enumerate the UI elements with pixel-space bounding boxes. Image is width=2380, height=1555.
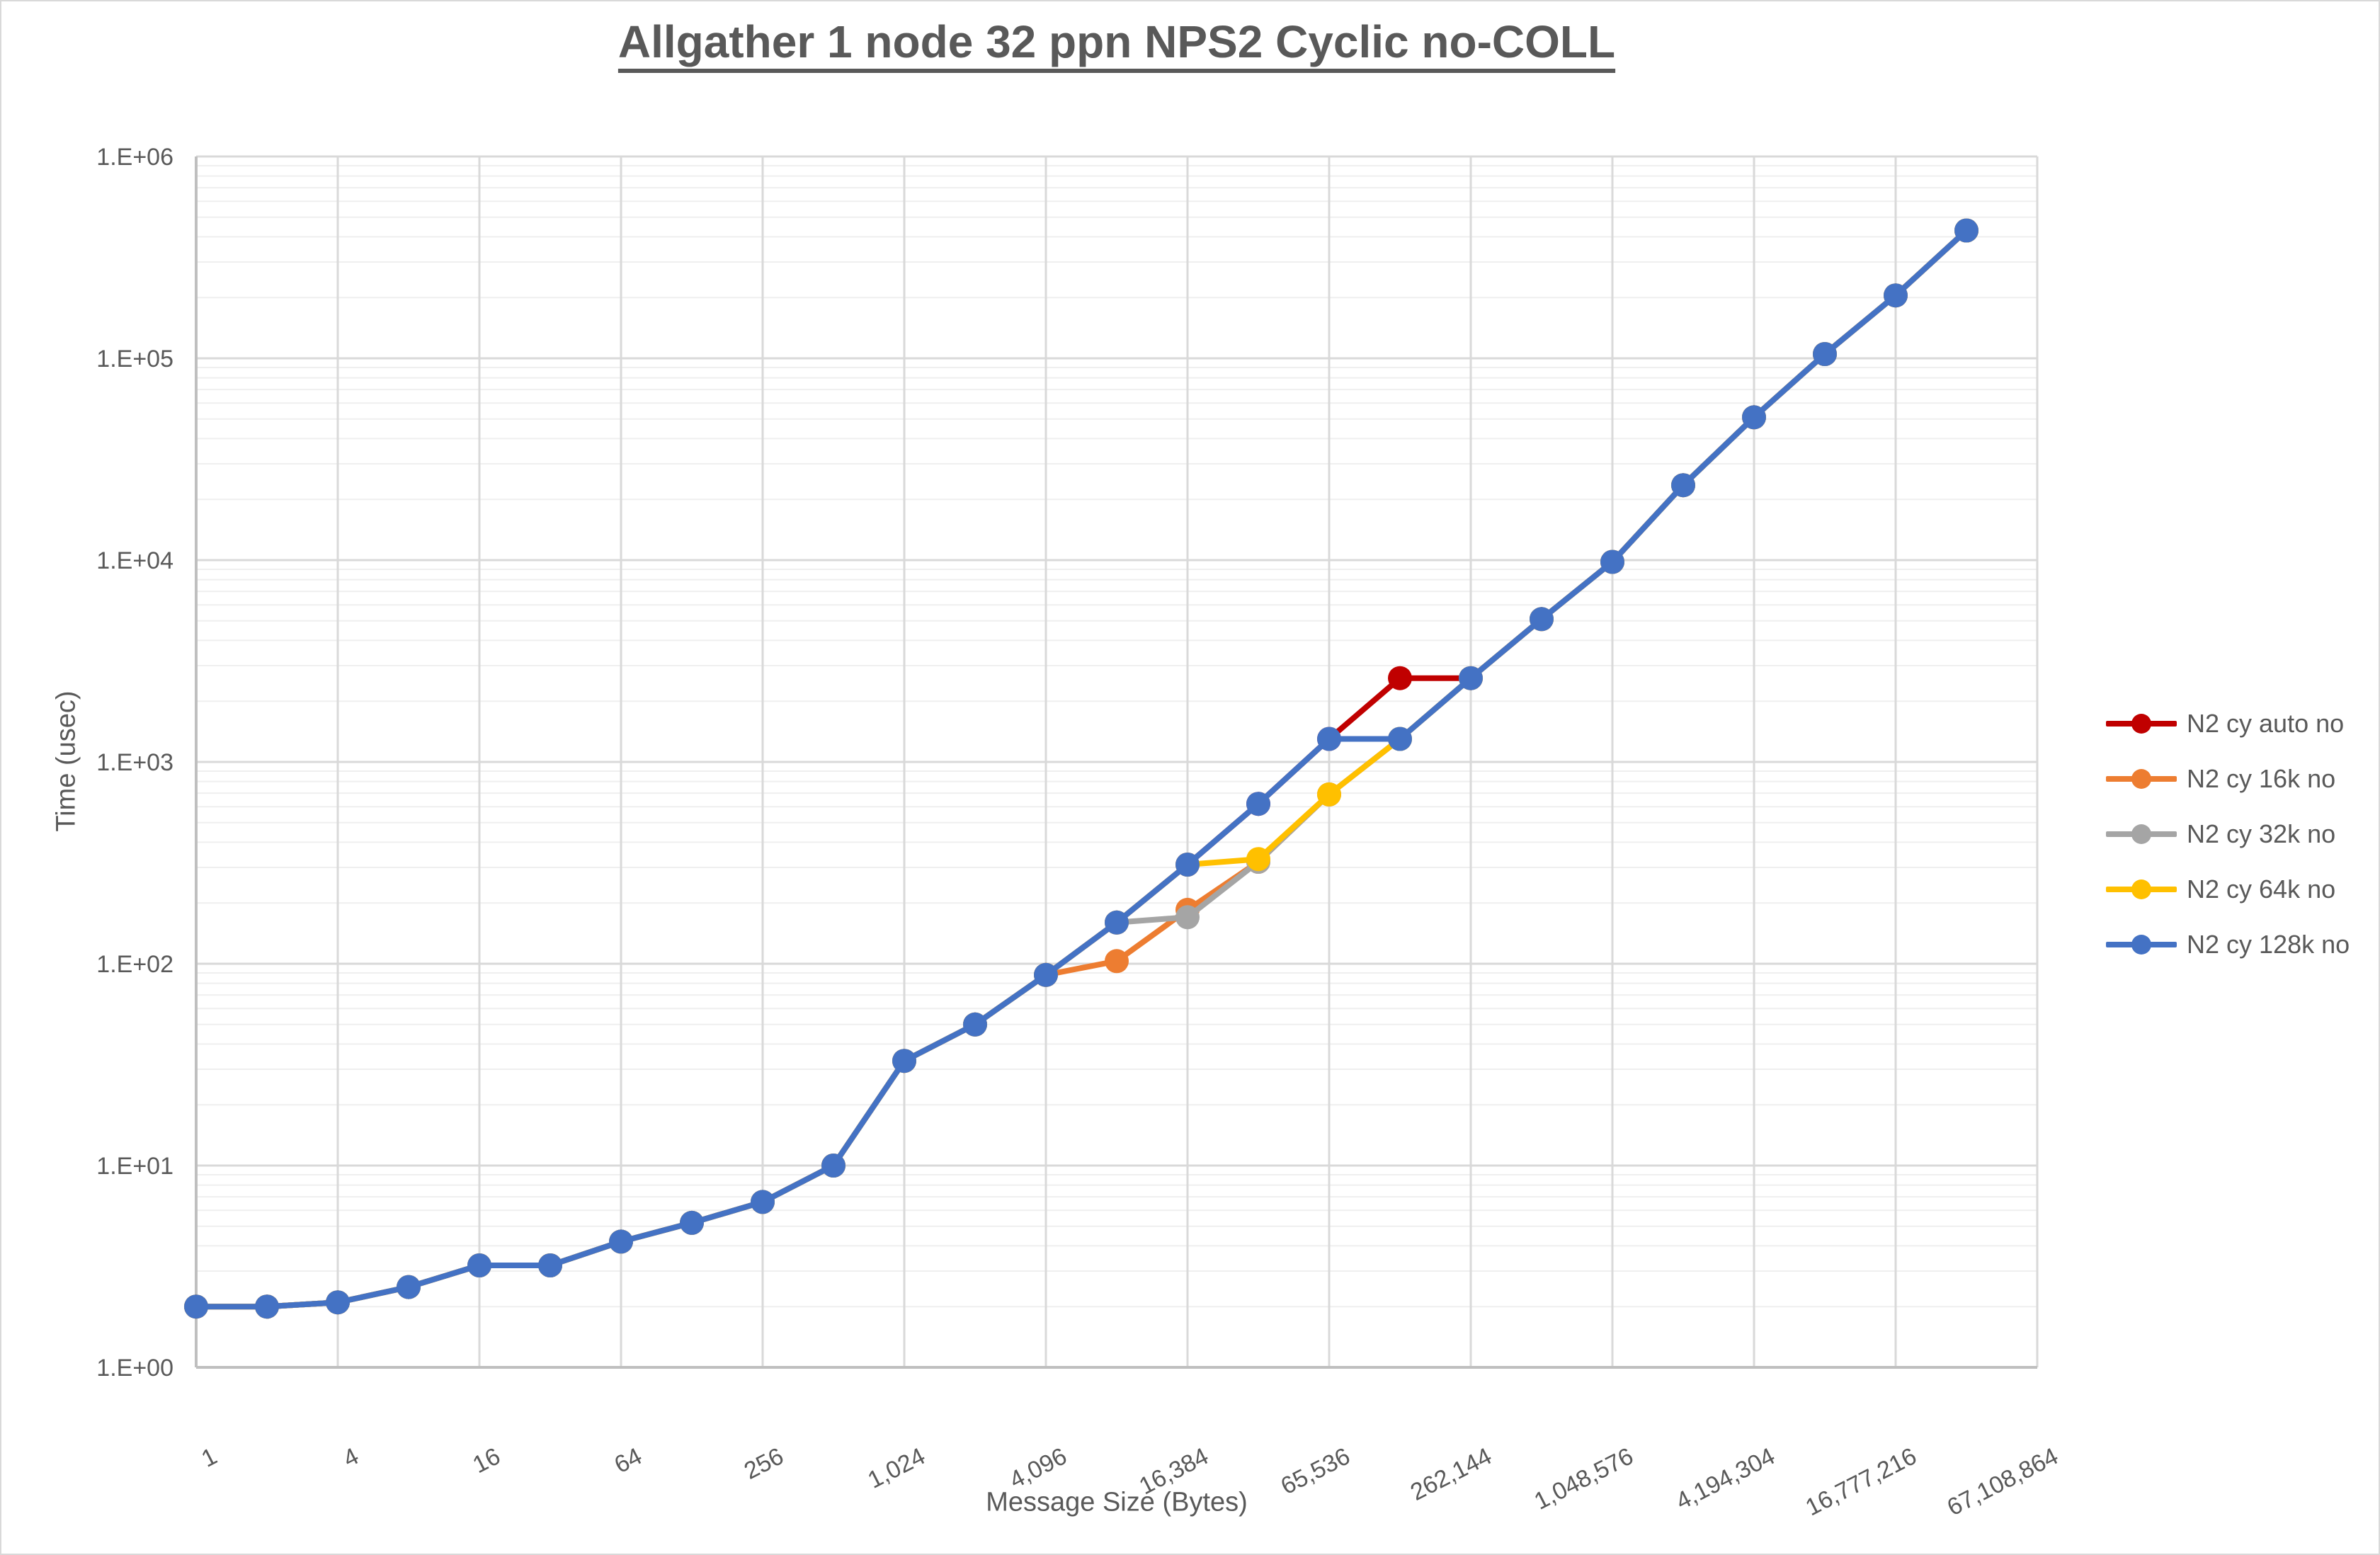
- x-tick-label: 4,194,304: [1672, 1442, 1780, 1515]
- data-point-marker: [467, 1253, 491, 1277]
- data-point-marker: [1246, 847, 1270, 872]
- x-tick-label: 4,096: [1006, 1442, 1071, 1493]
- legend-item-n2-cy-64k-no: N2 cy 64k no: [2106, 872, 2335, 906]
- legend-dot-sample: [2131, 935, 2151, 955]
- x-tick-label: 1,048,576: [1530, 1442, 1638, 1515]
- legend-label: N2 cy auto no: [2187, 709, 2345, 738]
- series-n2-cy-auto-no: [184, 218, 1978, 1319]
- data-point-marker: [184, 1294, 208, 1319]
- x-tick-label: 64: [610, 1442, 647, 1479]
- y-tick-labels: 1.E+00 1.E+01 1.E+02 1.E+03 1.E+04 1.E+05 1.E+…: [96, 144, 173, 1382]
- series-markers-n2-cy-64k-no: [184, 218, 1978, 1319]
- series-markers-n2-cy-128k-no: [184, 218, 1978, 1319]
- x-tick-label: 65,536: [1277, 1442, 1355, 1500]
- series-n2-cy-64k-no: [184, 218, 1978, 1319]
- data-point-marker: [1530, 607, 1554, 632]
- legend-label: N2 cy 16k no: [2187, 764, 2336, 793]
- y-tick-label: 1.E+06: [96, 144, 173, 171]
- legend-dot-sample: [2131, 824, 2151, 844]
- legend-item-n2-cy-32k-no: N2 cy 32k no: [2106, 817, 2335, 851]
- series-markers-n2-cy-16k-no: [184, 218, 1978, 1319]
- x-gridlines-major: [195, 156, 2039, 1367]
- data-point-marker: [1317, 782, 1341, 807]
- data-point-marker: [751, 1190, 775, 1214]
- data-point-marker: [1954, 218, 1978, 243]
- x-tick-label: 67,108,864: [1943, 1442, 2063, 1521]
- data-point-marker: [1600, 549, 1624, 574]
- legend-dot-sample: [2131, 769, 2151, 789]
- data-point-marker: [538, 1253, 562, 1277]
- legend-item-n2-cy-128k-no: N2 cy 128k no: [2106, 928, 2350, 962]
- x-tick-label: 1,024: [864, 1442, 930, 1493]
- data-point-marker: [1105, 949, 1129, 974]
- data-point-marker: [609, 1229, 633, 1254]
- data-point-marker: [1884, 283, 1908, 308]
- series-markers-n2-cy-32k-no: [184, 218, 1978, 1319]
- data-point-marker: [326, 1290, 350, 1315]
- series-line-n2-cy-128k-no: [193, 227, 1969, 1310]
- data-point-marker: [1246, 792, 1270, 816]
- y-tick-label: 1.E+00: [96, 1355, 173, 1382]
- data-point-marker: [1175, 905, 1200, 930]
- x-tick-label: 256: [740, 1442, 788, 1485]
- data-point-marker: [1317, 727, 1341, 751]
- data-point-marker: [680, 1210, 704, 1235]
- legend-marker-n2-cy-16k-no: [2106, 762, 2177, 796]
- data-point-marker: [821, 1154, 845, 1178]
- series-line-n2-cy-auto-no: [193, 227, 1969, 1310]
- y-tick-label: 1.E+04: [96, 547, 173, 574]
- x-axis-title: Message Size (Bytes): [986, 1487, 1248, 1517]
- x-tick-label: 4: [339, 1442, 363, 1472]
- y-tick-label: 1.E+05: [96, 346, 173, 372]
- data-point-marker: [1742, 405, 1766, 430]
- data-point-marker: [892, 1049, 916, 1073]
- series-markers-n2-cy-auto-no: [184, 218, 1978, 1319]
- data-point-marker: [1105, 910, 1129, 935]
- data-point-marker: [1034, 962, 1058, 987]
- legend-label: N2 cy 128k no: [2187, 930, 2350, 959]
- legend-dot-sample: [2131, 714, 2151, 734]
- data-point-marker: [1388, 666, 1412, 690]
- data-point-marker: [255, 1294, 279, 1319]
- data-point-marker: [397, 1275, 421, 1299]
- axis-lines: [195, 156, 2037, 1369]
- legend-marker-n2-cy-auto-no: [2106, 707, 2177, 741]
- series-line-n2-cy-32k-no: [193, 227, 1969, 1310]
- legend-marker-n2-cy-128k-no: [2106, 928, 2177, 962]
- legend-label: N2 cy 64k no: [2187, 875, 2336, 904]
- y-tick-label: 1.E+02: [96, 951, 173, 978]
- y-tick-label: 1.E+01: [96, 1153, 173, 1180]
- y-gridlines-minor: [196, 165, 2037, 1308]
- legend-marker-n2-cy-32k-no: [2106, 817, 2177, 851]
- y-tick-label: 1.E+03: [96, 749, 173, 776]
- series-n2-cy-32k-no: [184, 218, 1978, 1319]
- legend-marker-n2-cy-64k-no: [2106, 872, 2177, 906]
- data-point-marker: [1671, 473, 1695, 498]
- legend-label: N2 cy 32k no: [2187, 819, 2336, 848]
- legend-dot-sample: [2131, 879, 2151, 899]
- legend-item-n2-cy-auto-no: N2 cy auto no: [2106, 707, 2344, 741]
- x-tick-label: 1: [198, 1442, 222, 1472]
- series-line-n2-cy-64k-no: [193, 227, 1969, 1310]
- series-line-n2-cy-16k-no: [193, 227, 1969, 1310]
- legend-item-n2-cy-16k-no: N2 cy 16k no: [2106, 762, 2335, 796]
- data-point-marker: [1175, 853, 1200, 877]
- data-point-marker: [1813, 342, 1837, 366]
- x-tick-label: 262,144: [1406, 1442, 1496, 1506]
- series-n2-cy-16k-no: [184, 218, 1978, 1319]
- x-tick-label: 16: [469, 1442, 505, 1479]
- series-n2-cy-128k-no: [184, 218, 1978, 1319]
- x-tick-label: 16,777,216: [1801, 1442, 1921, 1521]
- data-point-marker: [1388, 727, 1412, 751]
- data-point-marker: [963, 1012, 987, 1037]
- data-point-marker: [1459, 666, 1483, 690]
- chart-title: Allgather 1 node 32 ppn NPS2 Cyclic no-C…: [617, 16, 1616, 67]
